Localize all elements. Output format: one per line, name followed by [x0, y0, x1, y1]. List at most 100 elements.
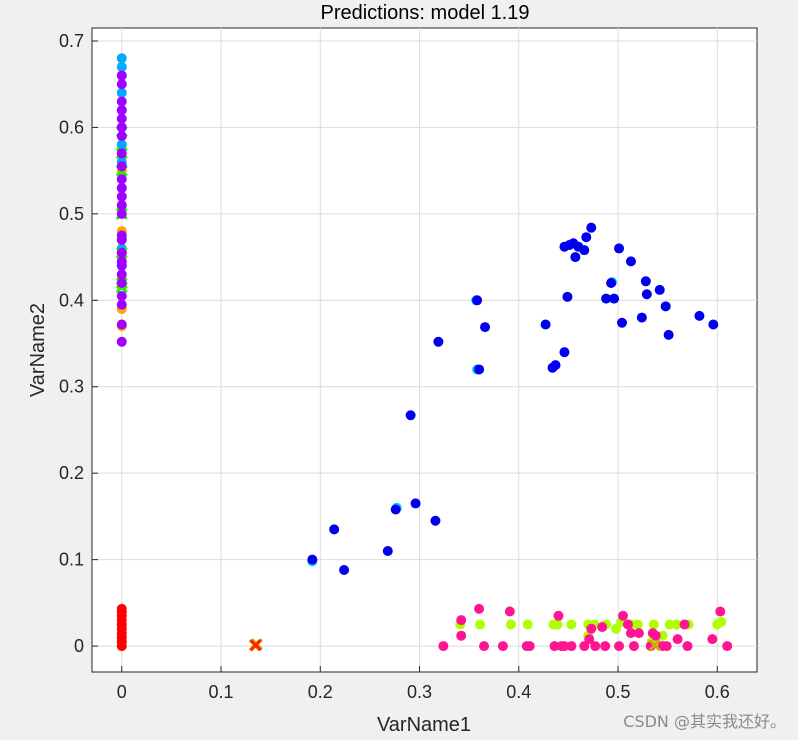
data-point [664, 619, 675, 630]
data-point [566, 619, 577, 630]
data-point [116, 278, 127, 289]
data-point [559, 347, 570, 358]
data-point [524, 641, 535, 652]
data-point [581, 232, 592, 243]
data-point [307, 554, 318, 565]
data-point [430, 515, 441, 526]
series-0 [116, 603, 127, 652]
series-8 [438, 603, 733, 652]
data-point [614, 641, 625, 652]
data-point [597, 622, 608, 633]
data-point [472, 295, 483, 306]
data-point [586, 623, 597, 634]
watermark-text: CSDN @其实我还好。 [623, 712, 786, 731]
data-point [116, 105, 127, 116]
y-tick-label: 0.7 [59, 31, 84, 51]
data-point [601, 293, 612, 304]
data-point-x [249, 639, 262, 652]
data-point [390, 504, 401, 515]
data-point [609, 293, 620, 304]
y-tick-label: 0.1 [59, 550, 84, 570]
data-point [497, 641, 508, 652]
data-point [456, 630, 467, 641]
data-point [116, 200, 127, 211]
data-point [116, 161, 127, 172]
data-point [614, 243, 625, 254]
x-tick-label: 0 [117, 682, 127, 702]
data-point [648, 619, 659, 630]
data-point [715, 606, 726, 617]
data-point [562, 291, 573, 302]
data-point [116, 79, 127, 90]
data-point [405, 410, 416, 421]
data-point [504, 606, 515, 617]
data-point [480, 322, 491, 333]
data-point [433, 336, 444, 347]
x-tick-label: 0.5 [606, 682, 631, 702]
data-point [550, 360, 561, 371]
data-point [522, 619, 533, 630]
data-point [549, 641, 560, 652]
data-point [116, 247, 127, 258]
data-point [116, 61, 127, 72]
x-tick-label: 0.2 [308, 682, 333, 702]
data-point [116, 269, 127, 280]
data-point [474, 364, 485, 375]
data-point [553, 610, 564, 621]
data-point [116, 299, 127, 310]
data-point [570, 252, 581, 263]
data-point [636, 312, 647, 323]
data-point [456, 615, 467, 626]
data-point [116, 290, 127, 301]
y-tick-label: 0 [74, 636, 84, 656]
data-point [116, 208, 127, 219]
data-point-x [648, 639, 661, 652]
x-tick-label: 0.3 [407, 682, 432, 702]
plot-area [91, 27, 758, 673]
data-point [633, 628, 644, 639]
tick-labels: 0 0.1 0.2 0.3 0.4 0.5 0.6 0 0.1 0.2 0.3 0.4 0.5 0.6 0.… [59, 31, 730, 702]
data-point [584, 634, 595, 645]
data-point [672, 634, 683, 645]
data-point [479, 641, 490, 652]
grid-lines [92, 28, 757, 672]
data-point [632, 619, 643, 630]
data-point [339, 564, 350, 575]
data-point [650, 630, 661, 641]
data-point [661, 641, 672, 652]
data-point [116, 174, 127, 185]
y-tick-label: 0.3 [59, 377, 84, 397]
data-point [641, 289, 652, 300]
data-point [708, 319, 719, 330]
data-point [552, 619, 563, 630]
data-point [559, 641, 570, 652]
y-tick-label: 0.5 [59, 204, 84, 224]
data-point [566, 641, 577, 652]
series-6 [307, 222, 719, 575]
data-point [671, 619, 682, 630]
data-point [579, 641, 590, 652]
data-point [116, 234, 127, 245]
data-point [474, 603, 485, 614]
data-point [694, 310, 705, 321]
series-4 [116, 70, 127, 347]
data-point [640, 276, 651, 287]
data-point [682, 641, 693, 652]
data-point [116, 603, 127, 614]
data-point [611, 623, 622, 634]
data-point [606, 278, 617, 289]
data-point [657, 630, 668, 641]
data-point [116, 191, 127, 202]
data-point [116, 260, 127, 271]
data-point [679, 619, 690, 630]
y-axis-label: VarName2 [27, 303, 49, 397]
data-point [540, 319, 551, 330]
data-point [716, 616, 727, 627]
x-tick-label: 0.1 [209, 682, 234, 702]
data-point [329, 524, 340, 535]
data-point [663, 329, 674, 340]
data-point [116, 148, 127, 159]
data-point [475, 619, 486, 630]
data-point [579, 245, 590, 256]
